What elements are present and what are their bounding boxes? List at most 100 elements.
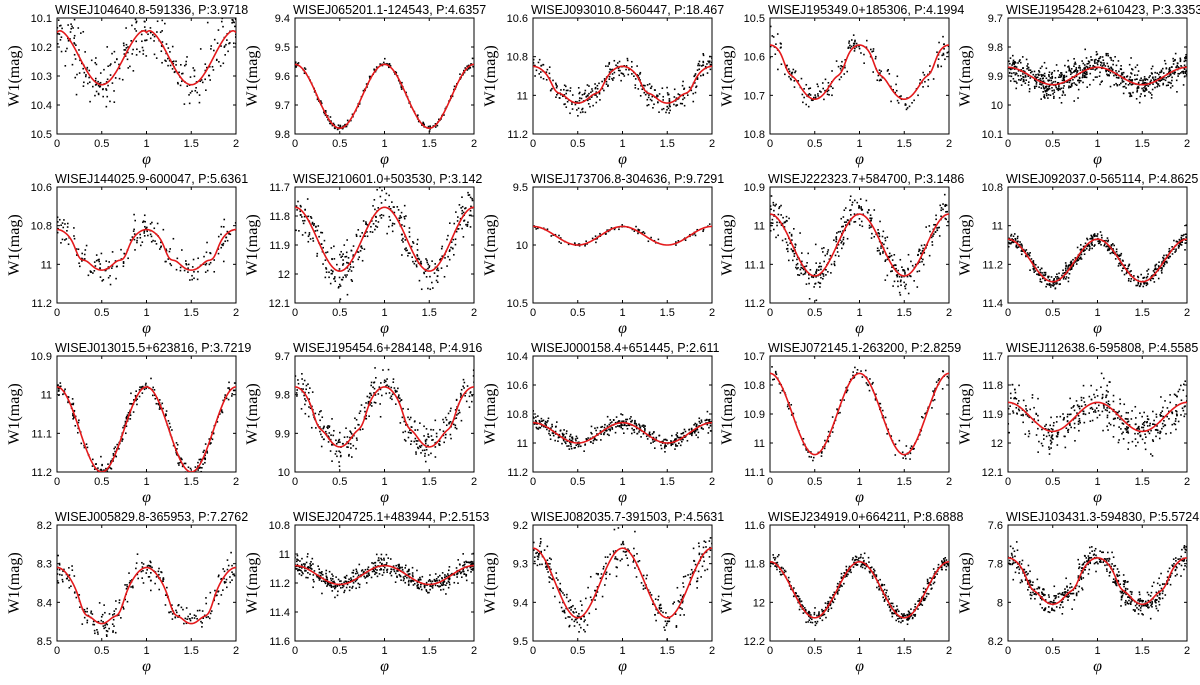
- data-point: [780, 204, 782, 207]
- data-point: [1078, 77, 1081, 80]
- data-point: [646, 98, 649, 101]
- data-point: [1060, 75, 1063, 78]
- data-point: [600, 439, 602, 441]
- data-point: [1185, 70, 1187, 73]
- data-point: [364, 417, 367, 420]
- data-point: [232, 19, 234, 21]
- data-point: [853, 213, 856, 215]
- data-point: [868, 227, 871, 229]
- data-point: [1105, 245, 1107, 248]
- data-point: [427, 433, 429, 435]
- data-point: [366, 231, 368, 233]
- data-point: [1140, 79, 1142, 82]
- data-point: [73, 410, 75, 413]
- data-point: [229, 233, 232, 236]
- data-point: [204, 458, 207, 461]
- data-point: [82, 30, 85, 33]
- data-point: [895, 89, 898, 92]
- data-point: [895, 274, 898, 276]
- data-point: [228, 388, 231, 391]
- data-point: [577, 87, 580, 89]
- data-point: [222, 226, 225, 228]
- data-point: [1008, 60, 1010, 63]
- data-point: [854, 40, 856, 43]
- data-point: [1142, 82, 1144, 84]
- data-point: [1107, 65, 1110, 68]
- data-point: [934, 223, 937, 226]
- data-point: [110, 468, 113, 470]
- data-point: [327, 427, 329, 430]
- data-point: [591, 90, 594, 92]
- data-point: [1134, 66, 1137, 69]
- data-point: [105, 260, 108, 262]
- data-point: [626, 418, 629, 421]
- data-point: [824, 78, 827, 81]
- data-point: [702, 54, 705, 57]
- data-point: [561, 442, 563, 445]
- data-point: [899, 258, 902, 261]
- y-tick-label: 11.2: [31, 467, 52, 479]
- data-point: [1167, 71, 1170, 74]
- data-point: [335, 450, 338, 453]
- data-point: [1093, 65, 1096, 68]
- data-point: [1163, 78, 1165, 81]
- data-point: [896, 275, 899, 278]
- data-point: [1082, 245, 1085, 248]
- data-point: [390, 386, 393, 389]
- data-point: [771, 35, 774, 37]
- data-point: [936, 227, 938, 229]
- data-point: [1102, 64, 1104, 67]
- data-point: [580, 97, 583, 100]
- data-point: [1013, 72, 1015, 74]
- data-point: [918, 270, 921, 272]
- data-point: [609, 68, 611, 71]
- data-point: [464, 207, 466, 210]
- data-point: [1099, 83, 1101, 86]
- panel-title: WISEJ195428.2+610423, P:3.3353: [1006, 3, 1200, 17]
- data-point: [538, 73, 541, 75]
- data-point: [118, 447, 120, 450]
- data-point: [595, 94, 597, 96]
- data-point: [1016, 237, 1019, 240]
- data-point: [878, 402, 880, 405]
- data-point: [1150, 79, 1152, 82]
- data-point: [879, 72, 881, 74]
- data-point: [919, 78, 922, 81]
- data-point: [1155, 81, 1158, 84]
- data-point: [339, 285, 342, 287]
- data-point: [938, 41, 940, 44]
- data-point: [1075, 75, 1078, 78]
- data-point: [153, 40, 155, 42]
- data-point: [596, 96, 598, 98]
- data-point: [431, 281, 433, 284]
- data-point: [341, 255, 344, 258]
- data-point: [453, 222, 456, 225]
- data-point: [297, 382, 300, 385]
- data-point: [420, 288, 423, 291]
- data-point: [124, 49, 127, 51]
- x-tick-label: 1: [619, 307, 625, 319]
- data-point: [295, 65, 297, 67]
- data-point: [637, 228, 640, 231]
- data-point: [940, 215, 942, 218]
- data-point: [359, 235, 362, 238]
- data-point: [677, 93, 680, 95]
- data-point: [169, 51, 171, 53]
- data-point: [631, 419, 633, 422]
- data-point: [436, 269, 438, 271]
- plot-frame: [1007, 186, 1188, 304]
- data-point: [113, 50, 116, 53]
- data-point: [312, 237, 314, 240]
- data-point: [540, 417, 543, 420]
- data-point: [947, 51, 949, 53]
- data-point: [630, 420, 633, 423]
- y-tick-label: 11.1: [744, 467, 765, 479]
- data-point: [919, 261, 921, 263]
- data-point: [868, 389, 871, 392]
- data-point: [1101, 236, 1103, 239]
- data-point: [709, 430, 712, 432]
- data-point: [193, 69, 196, 72]
- data-point: [871, 383, 873, 385]
- data-point: [910, 445, 913, 447]
- data-point: [139, 236, 142, 239]
